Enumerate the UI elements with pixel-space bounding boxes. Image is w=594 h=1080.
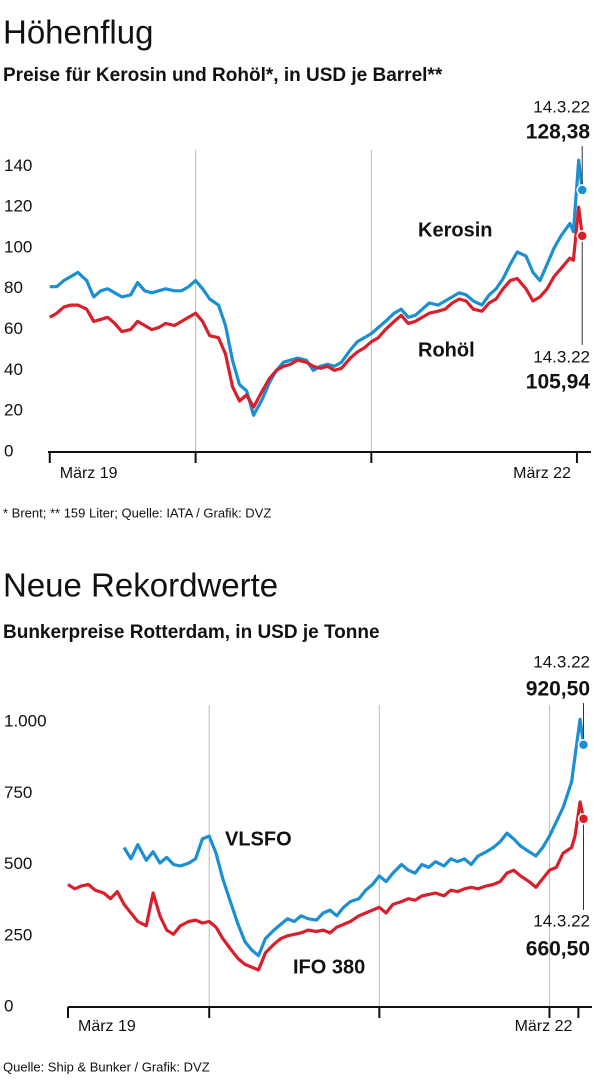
end-dot [577, 813, 590, 825]
chart-subtitle: Bunkerpreise Rotterdam, in USD je Tonne [3, 622, 380, 643]
annotation-date: 14.3.22 [533, 652, 590, 671]
series-line [122, 717, 586, 958]
value-label: 128,38 [526, 121, 591, 144]
y-tick-label: 750 [4, 783, 32, 802]
y-tick-label: 0 [4, 441, 13, 460]
y-tick-label: 20 [4, 401, 23, 420]
chart-title: Neue Rekordwerte [3, 567, 278, 604]
x-tick-label: März 22 [515, 1018, 573, 1035]
annotation-date: 14.3.22 [533, 911, 590, 930]
x-tick-label: März 19 [60, 465, 118, 482]
y-tick-label: 80 [4, 278, 23, 297]
chart-title: Höhenflug [3, 14, 153, 51]
chart-subtitle: Preise für Kerosin und Rohöl*, in USD je… [3, 65, 443, 86]
y-tick-label: 250 [4, 925, 32, 944]
end-dot [577, 738, 590, 751]
series-label: VLSFO [225, 828, 292, 850]
y-tick-label: 60 [4, 319, 23, 338]
chart-note: Quelle: Ship & Bunker / Grafik: DVZ [3, 1059, 210, 1074]
series-label: IFO 380 [293, 956, 365, 978]
y-tick-label: 120 [4, 197, 32, 216]
end-dot [576, 184, 588, 196]
series-line [67, 800, 586, 972]
chart-note: * Brent; ** 159 Liter; Quelle: IATA / Gr… [3, 505, 271, 520]
y-tick-label: 500 [4, 854, 32, 873]
value-label: 105,94 [526, 371, 591, 394]
y-tick-label: 1.000 [4, 712, 47, 731]
end-dot [576, 230, 588, 242]
y-tick-label: 40 [4, 360, 23, 379]
x-tick-label: März 19 [78, 1018, 136, 1035]
y-tick-label: 100 [4, 237, 32, 256]
y-tick-label: 140 [4, 156, 32, 175]
annotation-date: 14.3.22 [533, 347, 590, 366]
series-label: Rohöl [418, 339, 475, 361]
annotation-date: 14.3.22 [533, 97, 590, 116]
value-label: 660,50 [526, 938, 590, 961]
series-label: Kerosin [418, 219, 492, 241]
value-label: 920,50 [526, 678, 590, 701]
y-tick-label: 0 [4, 996, 13, 1015]
series-line [48, 205, 584, 409]
x-tick-label: März 22 [513, 465, 571, 482]
series-line [49, 158, 584, 417]
